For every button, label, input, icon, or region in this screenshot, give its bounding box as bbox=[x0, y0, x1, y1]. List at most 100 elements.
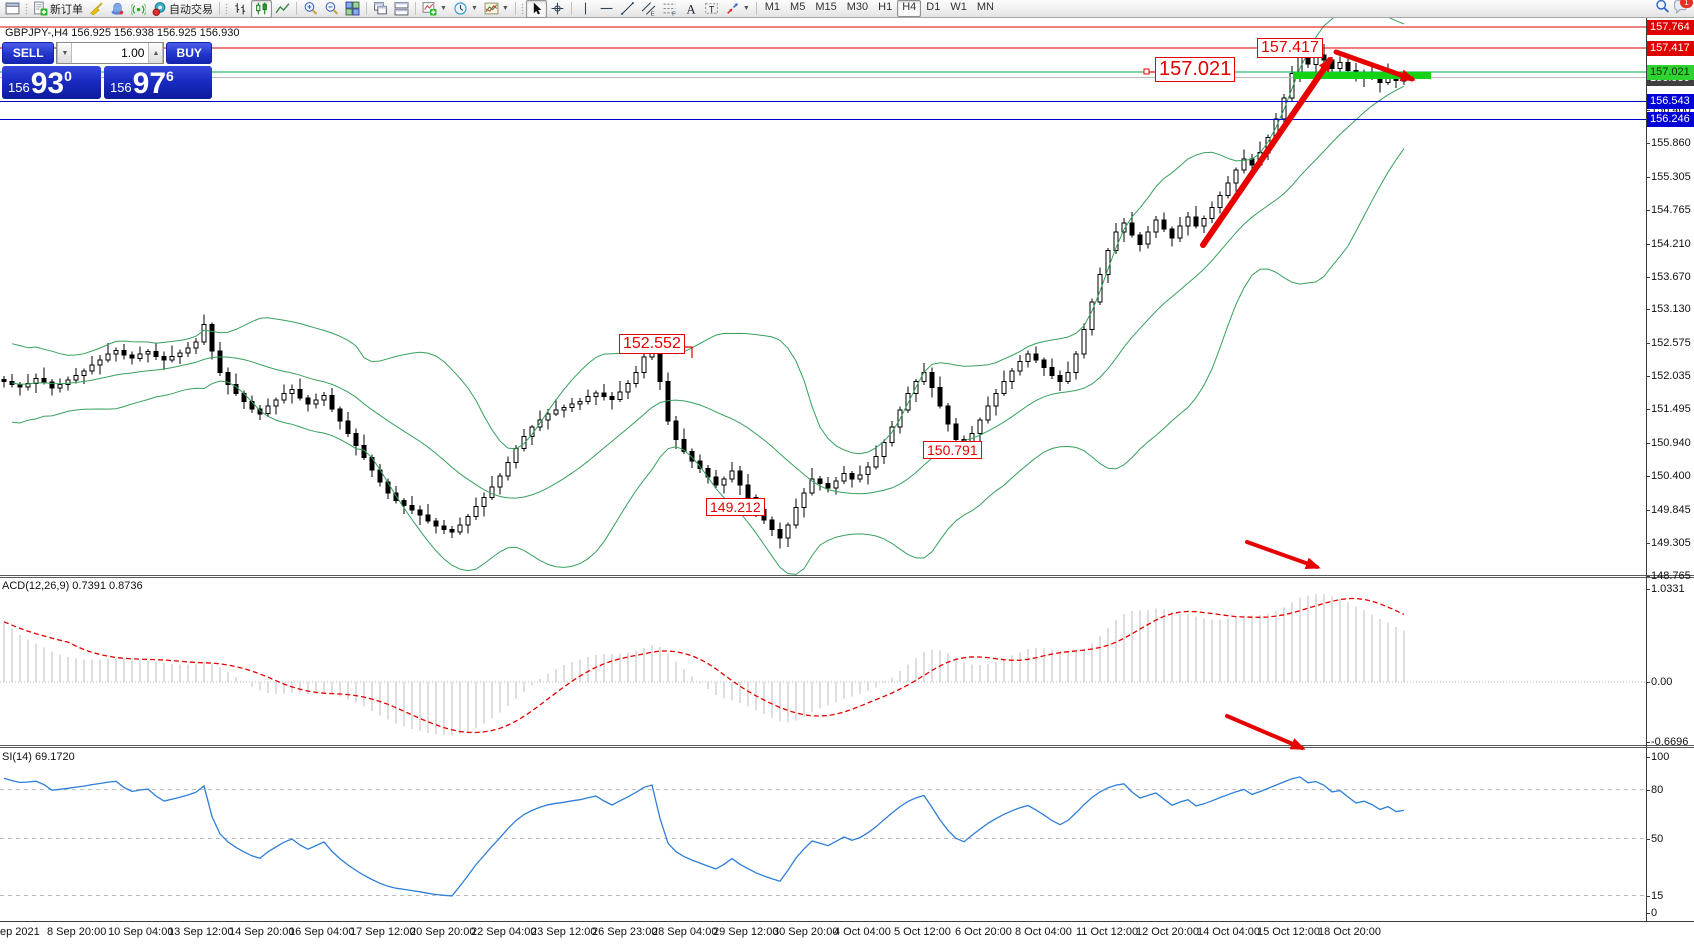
buy-price-int: 156 bbox=[109, 80, 132, 95]
zoom-in-button[interactable] bbox=[300, 0, 321, 18]
signal-icon bbox=[131, 1, 146, 16]
add-indicator-button[interactable]: ▼ bbox=[419, 0, 450, 18]
time-label: 6 Oct 20:00 bbox=[955, 926, 1012, 938]
price-annotation-label[interactable]: 157.417 bbox=[1257, 38, 1323, 59]
window-icon bbox=[5, 1, 20, 16]
price-tick-mark bbox=[1646, 210, 1650, 211]
buy-price[interactable]: 156 97 6 bbox=[103, 66, 212, 100]
arrows-button[interactable]: ▼ bbox=[722, 0, 753, 18]
hline-button[interactable] bbox=[596, 0, 617, 18]
fibonacci-icon: F bbox=[662, 1, 677, 16]
cascade-button[interactable] bbox=[370, 0, 391, 18]
price-tick-mark bbox=[1646, 110, 1650, 111]
search-icon[interactable] bbox=[1655, 0, 1669, 18]
timeframe-d1-button[interactable]: D1 bbox=[926, 1, 941, 13]
price-tick: 155.860 bbox=[1651, 137, 1691, 149]
macd-pane[interactable] bbox=[0, 579, 1646, 746]
macd-signal-line bbox=[3, 597, 1405, 734]
pane-divider[interactable] bbox=[0, 575, 1694, 578]
publisher-button[interactable] bbox=[107, 0, 128, 18]
rsi-pane[interactable] bbox=[0, 749, 1646, 921]
label-button[interactable]: T bbox=[701, 0, 722, 18]
cascade-icon bbox=[373, 1, 388, 16]
zoom-out-button[interactable] bbox=[321, 0, 342, 18]
signal-button[interactable] bbox=[128, 0, 149, 18]
price-tick-mark bbox=[1646, 244, 1650, 245]
price-axis[interactable] bbox=[1646, 18, 1647, 921]
new-order-button[interactable]: 新订单 bbox=[30, 0, 86, 18]
buy-button[interactable]: BUY bbox=[166, 42, 212, 64]
rsi-tick: 0 bbox=[1651, 907, 1658, 919]
period-button[interactable]: ▼ bbox=[450, 0, 481, 18]
time-label: 23 Sep 12:00 bbox=[531, 926, 597, 938]
price-tick-mark bbox=[1646, 343, 1650, 344]
timeframe-m30-button[interactable]: M30 bbox=[846, 1, 869, 13]
price-tick-mark bbox=[1646, 409, 1650, 410]
sell-button[interactable]: SELL bbox=[2, 42, 55, 64]
volume-input[interactable] bbox=[72, 43, 149, 63]
rsi-tick-mark bbox=[1646, 896, 1650, 897]
text-button[interactable]: A bbox=[680, 0, 701, 18]
chat-button[interactable]: 1 bbox=[1673, 0, 1693, 19]
price-badge: 157.417 bbox=[1647, 41, 1694, 56]
crosshair-button[interactable] bbox=[547, 0, 568, 18]
time-label: 11 Oct 12:00 bbox=[1076, 926, 1139, 938]
publisher-icon bbox=[110, 1, 125, 16]
autotrade-button[interactable]: 自动交易 bbox=[149, 0, 216, 18]
timeframe-w1-button[interactable]: W1 bbox=[950, 1, 967, 13]
price-annotation-label[interactable]: 149.212 bbox=[706, 498, 765, 517]
price-tick-mark bbox=[1646, 443, 1650, 444]
horizontal-level-lines[interactable] bbox=[0, 26, 1646, 120]
one-click-trading-panel: SELL ▼ ▲ BUY 156 93 0 156 97 6 bbox=[2, 42, 212, 99]
price-badge: 156.246 bbox=[1647, 112, 1694, 127]
timeframe-m5-button[interactable]: M5 bbox=[790, 1, 806, 13]
price-annotation-label[interactable]: 150.791 bbox=[923, 441, 982, 460]
price-tick: 155.305 bbox=[1651, 171, 1691, 183]
channel-icon: E bbox=[641, 1, 656, 16]
broom-button[interactable] bbox=[86, 0, 107, 18]
timeframe-mn-button[interactable]: MN bbox=[976, 1, 994, 13]
svg-text:F: F bbox=[672, 11, 676, 16]
autotrade-label: 自动交易 bbox=[169, 3, 213, 16]
pane-divider[interactable] bbox=[0, 745, 1694, 748]
price-annotation-label[interactable]: 152.552 bbox=[619, 334, 685, 355]
timeframe-m15-button[interactable]: M15 bbox=[815, 1, 837, 13]
buy-price-fraction: 6 bbox=[166, 68, 174, 84]
fibonacci-button[interactable]: F bbox=[659, 0, 680, 18]
sell-price-fraction: 0 bbox=[64, 68, 72, 84]
tile-windows-icon bbox=[345, 1, 360, 16]
sell-price[interactable]: 156 93 0 bbox=[2, 66, 101, 99]
line-chart-button[interactable] bbox=[272, 0, 293, 18]
price-annotation-label[interactable]: 157.021 bbox=[1155, 57, 1236, 82]
rsi-tick: 50 bbox=[1651, 833, 1664, 845]
volume-decrease-button[interactable]: ▼ bbox=[57, 43, 73, 63]
macd-tick-mark bbox=[1646, 589, 1650, 590]
price-tick: 153.130 bbox=[1651, 303, 1691, 315]
buy-price-pips: 97 bbox=[132, 67, 167, 100]
window-button[interactable] bbox=[2, 0, 23, 18]
timeframe-m1-button[interactable]: M1 bbox=[764, 1, 781, 13]
channel-button[interactable]: E bbox=[638, 0, 659, 18]
price-badge: 157.764 bbox=[1647, 20, 1694, 35]
time-label: 18 Oct 20:00 bbox=[1318, 926, 1381, 938]
arrange-button[interactable] bbox=[391, 0, 412, 18]
macd-tick-mark bbox=[1646, 742, 1650, 743]
time-label: 16 Sep 04:00 bbox=[289, 926, 355, 938]
rsi-tick-mark bbox=[1646, 790, 1650, 791]
cursor-button[interactable] bbox=[525, 0, 547, 18]
candle-chart-button[interactable] bbox=[251, 0, 272, 18]
hline-icon bbox=[599, 1, 614, 16]
new-order-icon bbox=[33, 1, 48, 16]
vline-button[interactable] bbox=[575, 0, 596, 18]
bar-chart-button[interactable] bbox=[230, 0, 251, 18]
timeframe-h4-button[interactable]: H4 bbox=[897, 0, 922, 17]
price-tick: 153.670 bbox=[1651, 271, 1691, 283]
template-button[interactable]: ▼ bbox=[481, 0, 512, 18]
price-tick: 150.400 bbox=[1651, 470, 1691, 482]
main-chart-pane[interactable] bbox=[0, 18, 1646, 576]
tile-windows-button[interactable] bbox=[342, 0, 363, 18]
trendline-button[interactable] bbox=[617, 0, 638, 18]
toolbar-drag-handle bbox=[25, 2, 28, 15]
volume-increase-button[interactable]: ▲ bbox=[148, 43, 164, 63]
timeframe-h1-button[interactable]: H1 bbox=[878, 1, 893, 13]
